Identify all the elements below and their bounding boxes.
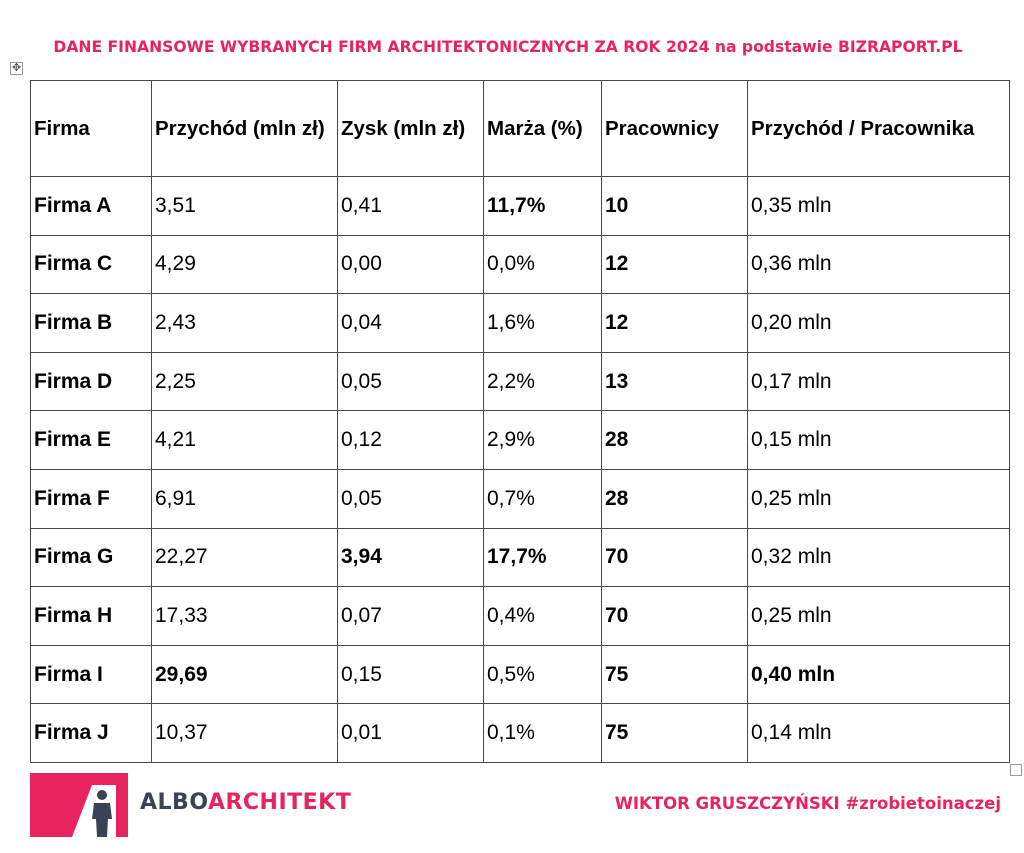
profit-cell: 0,41 [337,176,484,236]
column-header: Firma [30,80,152,177]
revenue-cell: 2,43 [151,293,338,353]
revenue-per-employee-cell: 0,15 mln [747,410,1010,470]
table-row: Firma F 6,91 0,05 0,7% 28 0,25 mln [30,468,1010,529]
employees-cell: 13 [601,351,748,412]
author-signature: WIKTOR GRUSZCZYŃSKI #zrobietoinaczej [614,794,1001,813]
revenue-cell: 2,25 [151,351,338,412]
firm-cell: Firma J [30,703,152,763]
logo-wordmark: ALBOARCHITEKT [140,790,351,815]
profit-cell: 0,00 [337,234,484,295]
logo-figure-icon [72,785,116,837]
employees-cell: 12 [601,293,748,353]
table-row: Firma E 4,21 0,12 2,9% 28 0,15 mln [30,410,1010,470]
margin-cell: 0,4% [483,586,602,646]
employees-cell: 75 [601,703,748,763]
profit-cell: 0,05 [337,351,484,412]
firm-cell: Firma F [30,468,152,529]
revenue-per-employee-cell: 0,25 mln [747,468,1010,529]
employees-cell: 70 [601,586,748,646]
margin-cell: 2,9% [483,410,602,470]
logo-part-architekt: ARCHITEKT [207,790,352,815]
table-row: Firma H 17,33 0,07 0,4% 70 0,25 mln [30,586,1010,646]
margin-cell: 11,7% [483,176,602,236]
table-row: Firma B 2,43 0,04 1,6% 12 0,20 mln [30,293,1010,353]
employees-cell: 70 [601,527,748,588]
firm-cell: Firma D [30,351,152,412]
profit-cell: 0,12 [337,410,484,470]
table-row: Firma A 3,51 0,41 11,7% 10 0,35 mln [30,176,1010,236]
profit-cell: 0,07 [337,586,484,646]
profit-cell: 0,05 [337,468,484,529]
revenue-per-employee-cell: 0,40 mln [747,644,1010,705]
firm-cell: Firma G [30,527,152,588]
revenue-cell: 4,29 [151,234,338,295]
column-header: Marża (%) [483,80,602,177]
firm-cell: Firma I [30,644,152,705]
revenue-per-employee-cell: 0,36 mln [747,234,1010,295]
revenue-cell: 3,51 [151,176,338,236]
firm-cell: Firma C [30,234,152,295]
profit-cell: 0,01 [337,703,484,763]
revenue-cell: 6,91 [151,468,338,529]
margin-cell: 1,6% [483,293,602,353]
profit-cell: 0,04 [337,293,484,353]
financial-table: Firma Przychód (mln zł) Zysk (mln zł) Ma… [30,80,1010,763]
revenue-per-employee-cell: 0,17 mln [747,351,1010,412]
table-header-row: Firma Przychód (mln zł) Zysk (mln zł) Ma… [30,80,1010,177]
architect-figure-logo [30,773,128,837]
employees-cell: 75 [601,644,748,705]
revenue-per-employee-cell: 0,14 mln [747,703,1010,763]
table-row: Firma D 2,25 0,05 2,2% 13 0,17 mln [30,351,1010,412]
page-title: DANE FINANSOWE WYBRANYCH FIRM ARCHITEKTO… [53,38,963,56]
table-row: Firma C 4,29 0,00 0,0% 12 0,36 mln [30,234,1010,295]
firm-cell: Firma B [30,293,152,353]
move-icon[interactable]: ✥ [10,62,23,75]
revenue-cell: 29,69 [151,644,338,705]
column-header: Zysk (mln zł) [337,80,484,177]
margin-cell: 0,0% [483,234,602,295]
margin-cell: 2,2% [483,351,602,412]
margin-cell: 0,1% [483,703,602,763]
employees-cell: 28 [601,468,748,529]
logo-part-albo: ALBO [140,790,208,815]
firm-cell: Firma E [30,410,152,470]
revenue-cell: 10,37 [151,703,338,763]
table-resize-handle[interactable] [1010,764,1022,776]
margin-cell: 17,7% [483,527,602,588]
revenue-cell: 4,21 [151,410,338,470]
revenue-per-employee-cell: 0,35 mln [747,176,1010,236]
profit-cell: 3,94 [337,527,484,588]
table-row: Firma I 29,69 0,15 0,5% 75 0,40 mln [30,644,1010,705]
employees-cell: 10 [601,176,748,236]
column-header: Pracownicy [601,80,748,177]
revenue-cell: 17,33 [151,586,338,646]
column-header: Przychód (mln zł) [151,80,338,177]
revenue-per-employee-cell: 0,32 mln [747,527,1010,588]
margin-cell: 0,7% [483,468,602,529]
firm-cell: Firma A [30,176,152,236]
table-row: Firma J 10,37 0,01 0,1% 75 0,14 mln [30,703,1010,763]
employees-cell: 28 [601,410,748,470]
column-header: Przychód / Pracownika [747,80,1010,177]
revenue-per-employee-cell: 0,20 mln [747,293,1010,353]
revenue-per-employee-cell: 0,25 mln [747,586,1010,646]
firm-cell: Firma H [30,586,152,646]
margin-cell: 0,5% [483,644,602,705]
employees-cell: 12 [601,234,748,295]
table-row: Firma G 22,27 3,94 17,7% 70 0,32 mln [30,527,1010,588]
revenue-cell: 22,27 [151,527,338,588]
profit-cell: 0,15 [337,644,484,705]
